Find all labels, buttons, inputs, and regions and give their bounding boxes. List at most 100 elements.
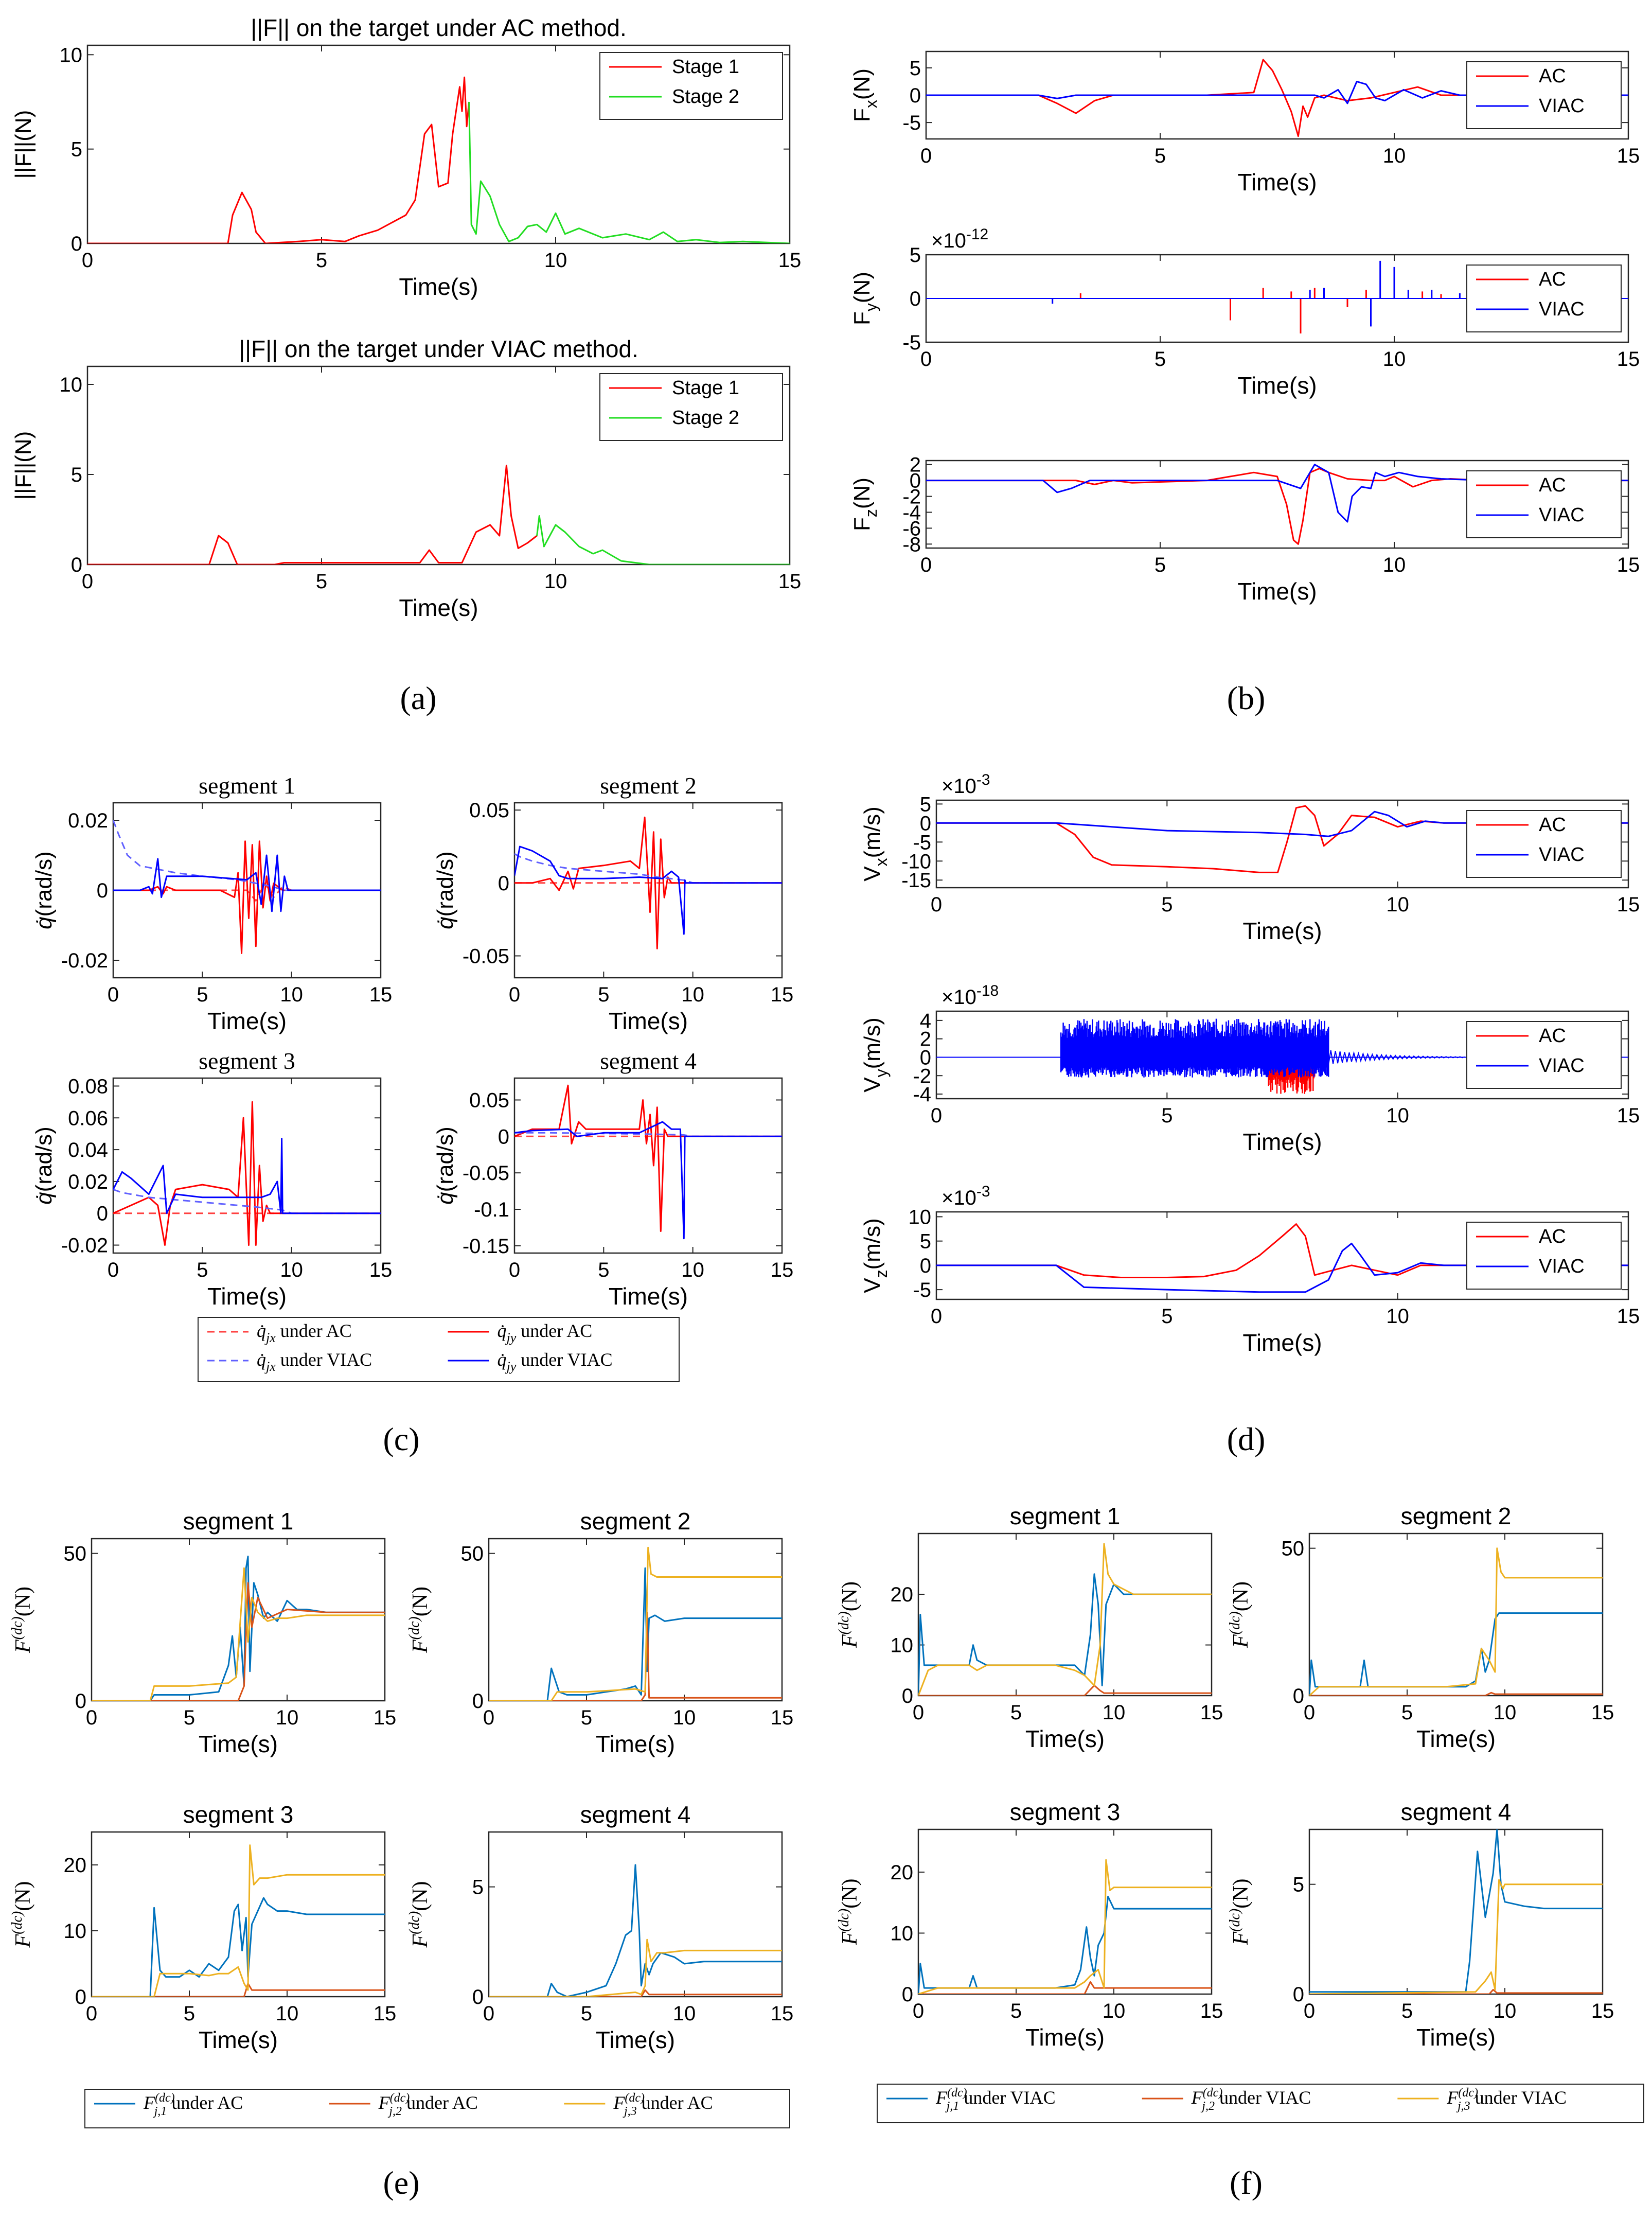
- y-tick-label: -5: [902, 331, 921, 354]
- x-tick-label: 15: [374, 1706, 397, 1729]
- series-line: [936, 1242, 1628, 1293]
- x-tick-label: 5: [197, 983, 208, 1006]
- chart-e3: 0 5 10 15 0 10 20 segment 3 Time(s) F(dc)(N): [9, 1801, 396, 2053]
- chart-title: segment 1: [199, 772, 295, 799]
- chart-f4: 0 5 10 15 0 5 segment 4 Time(s) F(dc)(N): [1227, 1799, 1614, 2051]
- y-tick-label: 10: [60, 374, 83, 396]
- x-tick-label: 5: [1401, 2000, 1413, 2022]
- x-tick-label: 15: [771, 1259, 794, 1281]
- x-axis-label: Time(s): [207, 1283, 287, 1310]
- series-line: [1309, 1989, 1603, 1994]
- chart-title: segment 2: [580, 1508, 691, 1535]
- chart-title: segment 3: [183, 1801, 294, 1828]
- x-tick-label: 15: [369, 983, 393, 1006]
- legend: AC VIAC: [1466, 470, 1622, 538]
- chart-title: segment 1: [1010, 1503, 1121, 1529]
- y-tick-label: 0: [910, 470, 921, 492]
- x-tick-label: 15: [1617, 554, 1640, 576]
- legend-label: F(dc) j,1 under VIAC: [935, 2086, 1056, 2113]
- series-line: [918, 1543, 1212, 1696]
- y-tick-label: -2: [913, 1065, 931, 1087]
- y-tick-label: 5: [71, 464, 82, 486]
- x-tick-label: 15: [369, 1259, 393, 1281]
- y-axis-label: Vy(m/s): [860, 1017, 891, 1093]
- chart-f2: 0 5 10 15 0 50 segment 2 Time(s) F(dc)(N): [1227, 1503, 1614, 1752]
- legend-label: F(dc) j,2 under AC: [378, 2091, 478, 2118]
- axes-box: [1308, 1532, 1604, 1697]
- series-line: [926, 464, 1628, 523]
- chart-title: segment 2: [1401, 1503, 1512, 1529]
- legend-label: AC: [1539, 1226, 1566, 1247]
- y-tick-label: -15: [901, 869, 931, 892]
- x-tick-label: 5: [1161, 893, 1173, 916]
- series-line: [87, 76, 470, 243]
- legend-label: VIAC: [1539, 95, 1585, 117]
- y-exponent: ×10-12: [931, 226, 988, 252]
- y-tick-label: 5: [1293, 1874, 1304, 1896]
- x-axis-label: Time(s): [399, 273, 478, 300]
- plot-area: [87, 76, 790, 243]
- x-axis-label: Time(s): [1416, 1725, 1496, 1752]
- x-tick-label: 5: [581, 1706, 592, 1729]
- y-tick-label: 0: [71, 554, 82, 576]
- legend: AC VIAC: [1466, 810, 1622, 878]
- y-axis-label: F(dc)(N): [836, 1878, 862, 1945]
- x-axis-label: Time(s): [199, 1731, 278, 1757]
- x-tick-label: 10: [1494, 1701, 1517, 1724]
- x-tick-label: 10: [1383, 348, 1406, 371]
- plot-area: [514, 1084, 782, 1240]
- chart-d1: 0 5 10 1550-5-10-15Time(s)Vx(m/s)×10-3ACVIA…: [860, 771, 1640, 944]
- y-tick-label: 0: [498, 872, 509, 895]
- series-line: [113, 1101, 381, 1246]
- series-line: [92, 1844, 385, 1997]
- y-tick-label: -2: [902, 486, 921, 508]
- legend-label: Stage 2: [672, 86, 739, 108]
- x-tick-label: 5: [316, 570, 327, 593]
- x-axis-label: Time(s): [1242, 918, 1322, 944]
- x-tick-label: 10: [276, 2002, 299, 2025]
- x-tick-label: 0: [82, 249, 93, 272]
- x-tick-label: 15: [1617, 893, 1640, 916]
- x-tick-label: 10: [280, 983, 303, 1006]
- y-tick-label: 5: [472, 1876, 484, 1899]
- y-tick-label: 5: [920, 793, 931, 816]
- x-tick-label: 0: [509, 1259, 520, 1281]
- y-tick-label: 0.06: [68, 1107, 108, 1130]
- chart-title: segment 3: [1010, 1799, 1121, 1825]
- x-axis-label: Time(s): [609, 1008, 688, 1034]
- x-axis-label: Time(s): [1242, 1329, 1322, 1356]
- y-tick-label: -8: [902, 533, 921, 556]
- x-axis-label: Time(s): [596, 2027, 675, 2053]
- legend-label: q̇jy under VIAC: [498, 1349, 613, 1374]
- x-axis-label: Time(s): [1416, 2024, 1496, 2051]
- panel-label-e: (e): [383, 2164, 420, 2201]
- series-line: [936, 805, 1628, 873]
- y-tick-label: 0: [902, 1685, 913, 1707]
- y-tick-label: 0: [75, 1986, 86, 2008]
- plot-area: [1309, 1829, 1603, 1994]
- legend-box: [599, 52, 783, 120]
- y-axis-label: F(dc)(N): [836, 1581, 862, 1648]
- chart-f3: 0 5 10 15 0 10 20 segment 3 Time(s) F(dc)(N): [836, 1799, 1223, 2051]
- axes-box: [112, 1077, 382, 1254]
- series-line: [92, 1567, 385, 1701]
- y-axis-label: q̇(rad/s): [433, 851, 458, 929]
- y-axis-label: Vz(m/s): [860, 1218, 891, 1293]
- x-axis-label: Time(s): [596, 1731, 675, 1757]
- y-tick-label: -10: [901, 850, 931, 873]
- plot-area: [489, 1546, 782, 1701]
- x-axis-label: Time(s): [1025, 2024, 1105, 2051]
- x-tick-label: 10: [280, 1259, 303, 1281]
- series-line: [1309, 1879, 1603, 1994]
- y-tick-label: 0: [910, 84, 921, 107]
- x-tick-label: 0: [913, 1701, 924, 1724]
- x-tick-label: 0: [108, 983, 119, 1006]
- x-tick-label: 10: [544, 249, 567, 272]
- y-axis-label: F(dc)(N): [406, 1587, 432, 1653]
- series-line: [92, 1897, 385, 1997]
- legend-box: [1466, 1021, 1622, 1089]
- y-axis-label: Vx(m/s): [860, 806, 891, 882]
- x-tick-label: 15: [1617, 1305, 1640, 1328]
